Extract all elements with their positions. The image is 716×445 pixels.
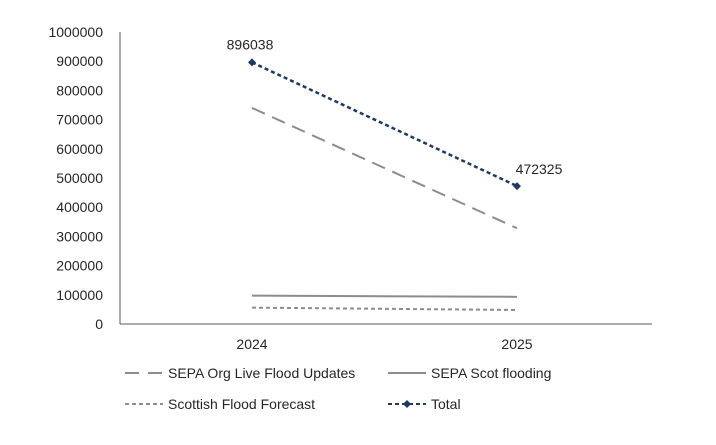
- data-point-marker: [513, 182, 521, 191]
- y-tick-label: 500000: [56, 170, 103, 186]
- y-tick-label: 700000: [56, 112, 103, 128]
- y-tick-label: 400000: [56, 199, 103, 215]
- series-line-2: [251, 306, 518, 311]
- legend-label: SEPA Scot flooding: [431, 365, 551, 381]
- y-tick-label: 100000: [56, 287, 103, 303]
- data-point-marker: [248, 58, 256, 67]
- y-tick-label: 1000000: [48, 24, 103, 40]
- x-tick-label: 2024: [236, 336, 267, 352]
- y-tick-label: 900000: [56, 53, 103, 69]
- y-tick-label: 200000: [56, 258, 103, 274]
- y-tick-label: 300000: [56, 228, 103, 244]
- data-label: 472325: [516, 161, 563, 177]
- data-label: 896038: [227, 36, 274, 52]
- y-tick-label: 0: [95, 316, 103, 332]
- legend-label: Scottish Flood Forecast: [168, 396, 315, 412]
- x-tick-label: 2025: [501, 336, 532, 352]
- legend-label: SEPA Org Live Flood Updates: [168, 365, 355, 381]
- legend-marker: [403, 400, 411, 408]
- series-line-1: [251, 294, 518, 298]
- y-tick-label: 600000: [56, 141, 103, 157]
- y-tick-label: 800000: [56, 82, 103, 98]
- series-line-0: [251, 107, 518, 230]
- legend-label: Total: [431, 396, 461, 412]
